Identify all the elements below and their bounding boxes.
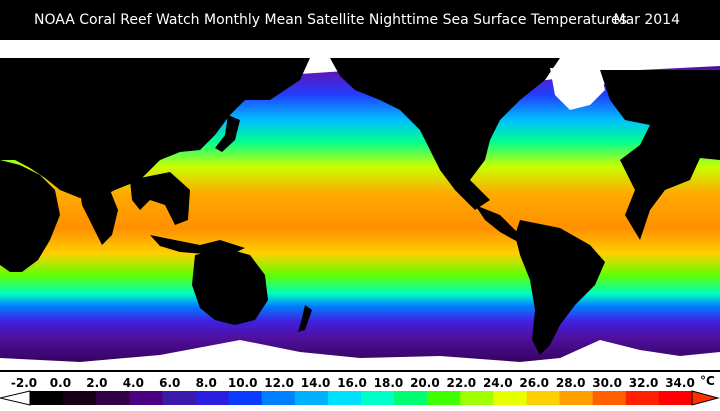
southeast-asia-landmass bbox=[130, 172, 190, 225]
north-america-landmass bbox=[330, 58, 560, 210]
colorbar-swatch bbox=[162, 391, 196, 405]
colorbar-swatch bbox=[460, 391, 494, 405]
scale-tick-label: 12.0 bbox=[264, 376, 294, 390]
scale-tick-label: 8.0 bbox=[195, 376, 217, 390]
scale-tick-label: 30.0 bbox=[592, 376, 622, 390]
scale-tick-label: 0.0 bbox=[49, 376, 72, 390]
date-label: Mar 2014 bbox=[613, 12, 681, 28]
scale-tick-label: 26.0 bbox=[519, 376, 550, 390]
eurasia-landmass bbox=[0, 58, 310, 200]
australia-landmass bbox=[192, 248, 268, 325]
india-landmass bbox=[80, 190, 118, 245]
greenland-ice bbox=[550, 68, 605, 110]
japan-island bbox=[215, 115, 240, 152]
unit-label: °C bbox=[700, 374, 715, 388]
europe-africa-landmass bbox=[600, 70, 720, 240]
central-america-landmass bbox=[475, 205, 525, 242]
new-zealand-island bbox=[298, 305, 312, 332]
colorbar-swatch bbox=[261, 391, 296, 405]
colorbar-swatch bbox=[30, 391, 64, 405]
colorbar-swatch bbox=[559, 391, 594, 405]
scale-tick-label: 22.0 bbox=[446, 376, 477, 390]
colorbar-max-arrow bbox=[691, 390, 720, 406]
title-text: NOAA Coral Reef Watch Monthly Mean Satel… bbox=[34, 12, 627, 28]
map-title: NOAA Coral Reef Watch Monthly Mean Satel… bbox=[0, 0, 720, 40]
colorbar-swatch bbox=[361, 391, 395, 405]
south-america-landmass bbox=[515, 220, 605, 355]
colorbar-swatch bbox=[96, 391, 130, 405]
scale-tick-label: 14.0 bbox=[300, 376, 331, 390]
scale-tick-label: 20.0 bbox=[410, 376, 440, 390]
world-map bbox=[0, 40, 720, 370]
scale-tick-label: 34.0 bbox=[665, 376, 695, 390]
scale-tick-label: -2.0 bbox=[10, 376, 38, 390]
colorbar-swatch bbox=[625, 391, 660, 405]
scale-tick-label: 32.0 bbox=[628, 376, 659, 390]
colorbar-swatch bbox=[493, 391, 527, 405]
scale-tick-label: 2.0 bbox=[86, 376, 108, 390]
color-scale: -2.0 0.0 2.0 4.0 6.0 8.0 10.0 12.0 14.0 16.0 18.0 2… bbox=[0, 372, 720, 411]
scale-tick-label: 4.0 bbox=[122, 376, 144, 390]
color-bar bbox=[0, 390, 720, 406]
colorbar-swatch bbox=[63, 391, 97, 405]
scale-tick-label: 28.0 bbox=[555, 376, 586, 390]
colorbar-swatch bbox=[394, 391, 428, 405]
colorbar-swatch bbox=[129, 391, 163, 405]
colorbar-swatch bbox=[427, 391, 461, 405]
colorbar-swatch bbox=[228, 391, 263, 405]
scale-tick-label: 16.0 bbox=[337, 376, 367, 390]
colorbar-swatch bbox=[327, 391, 362, 405]
colorbar-min-arrow bbox=[0, 390, 31, 406]
sst-map bbox=[0, 40, 720, 370]
colorbar-swatch bbox=[658, 391, 693, 405]
colorbar-swatch bbox=[294, 391, 329, 405]
scale-tick-label: 10.0 bbox=[227, 376, 258, 390]
africa-east-landmass bbox=[0, 160, 60, 272]
antarctica-ice bbox=[0, 340, 720, 370]
colorbar-swatch bbox=[526, 391, 561, 405]
colorbar-swatch bbox=[592, 391, 627, 405]
scale-tick-label: 6.0 bbox=[159, 376, 181, 390]
scale-tick-label: 24.0 bbox=[482, 376, 513, 390]
colorbar-swatch bbox=[195, 391, 230, 405]
scale-tick-label: 18.0 bbox=[373, 376, 404, 390]
